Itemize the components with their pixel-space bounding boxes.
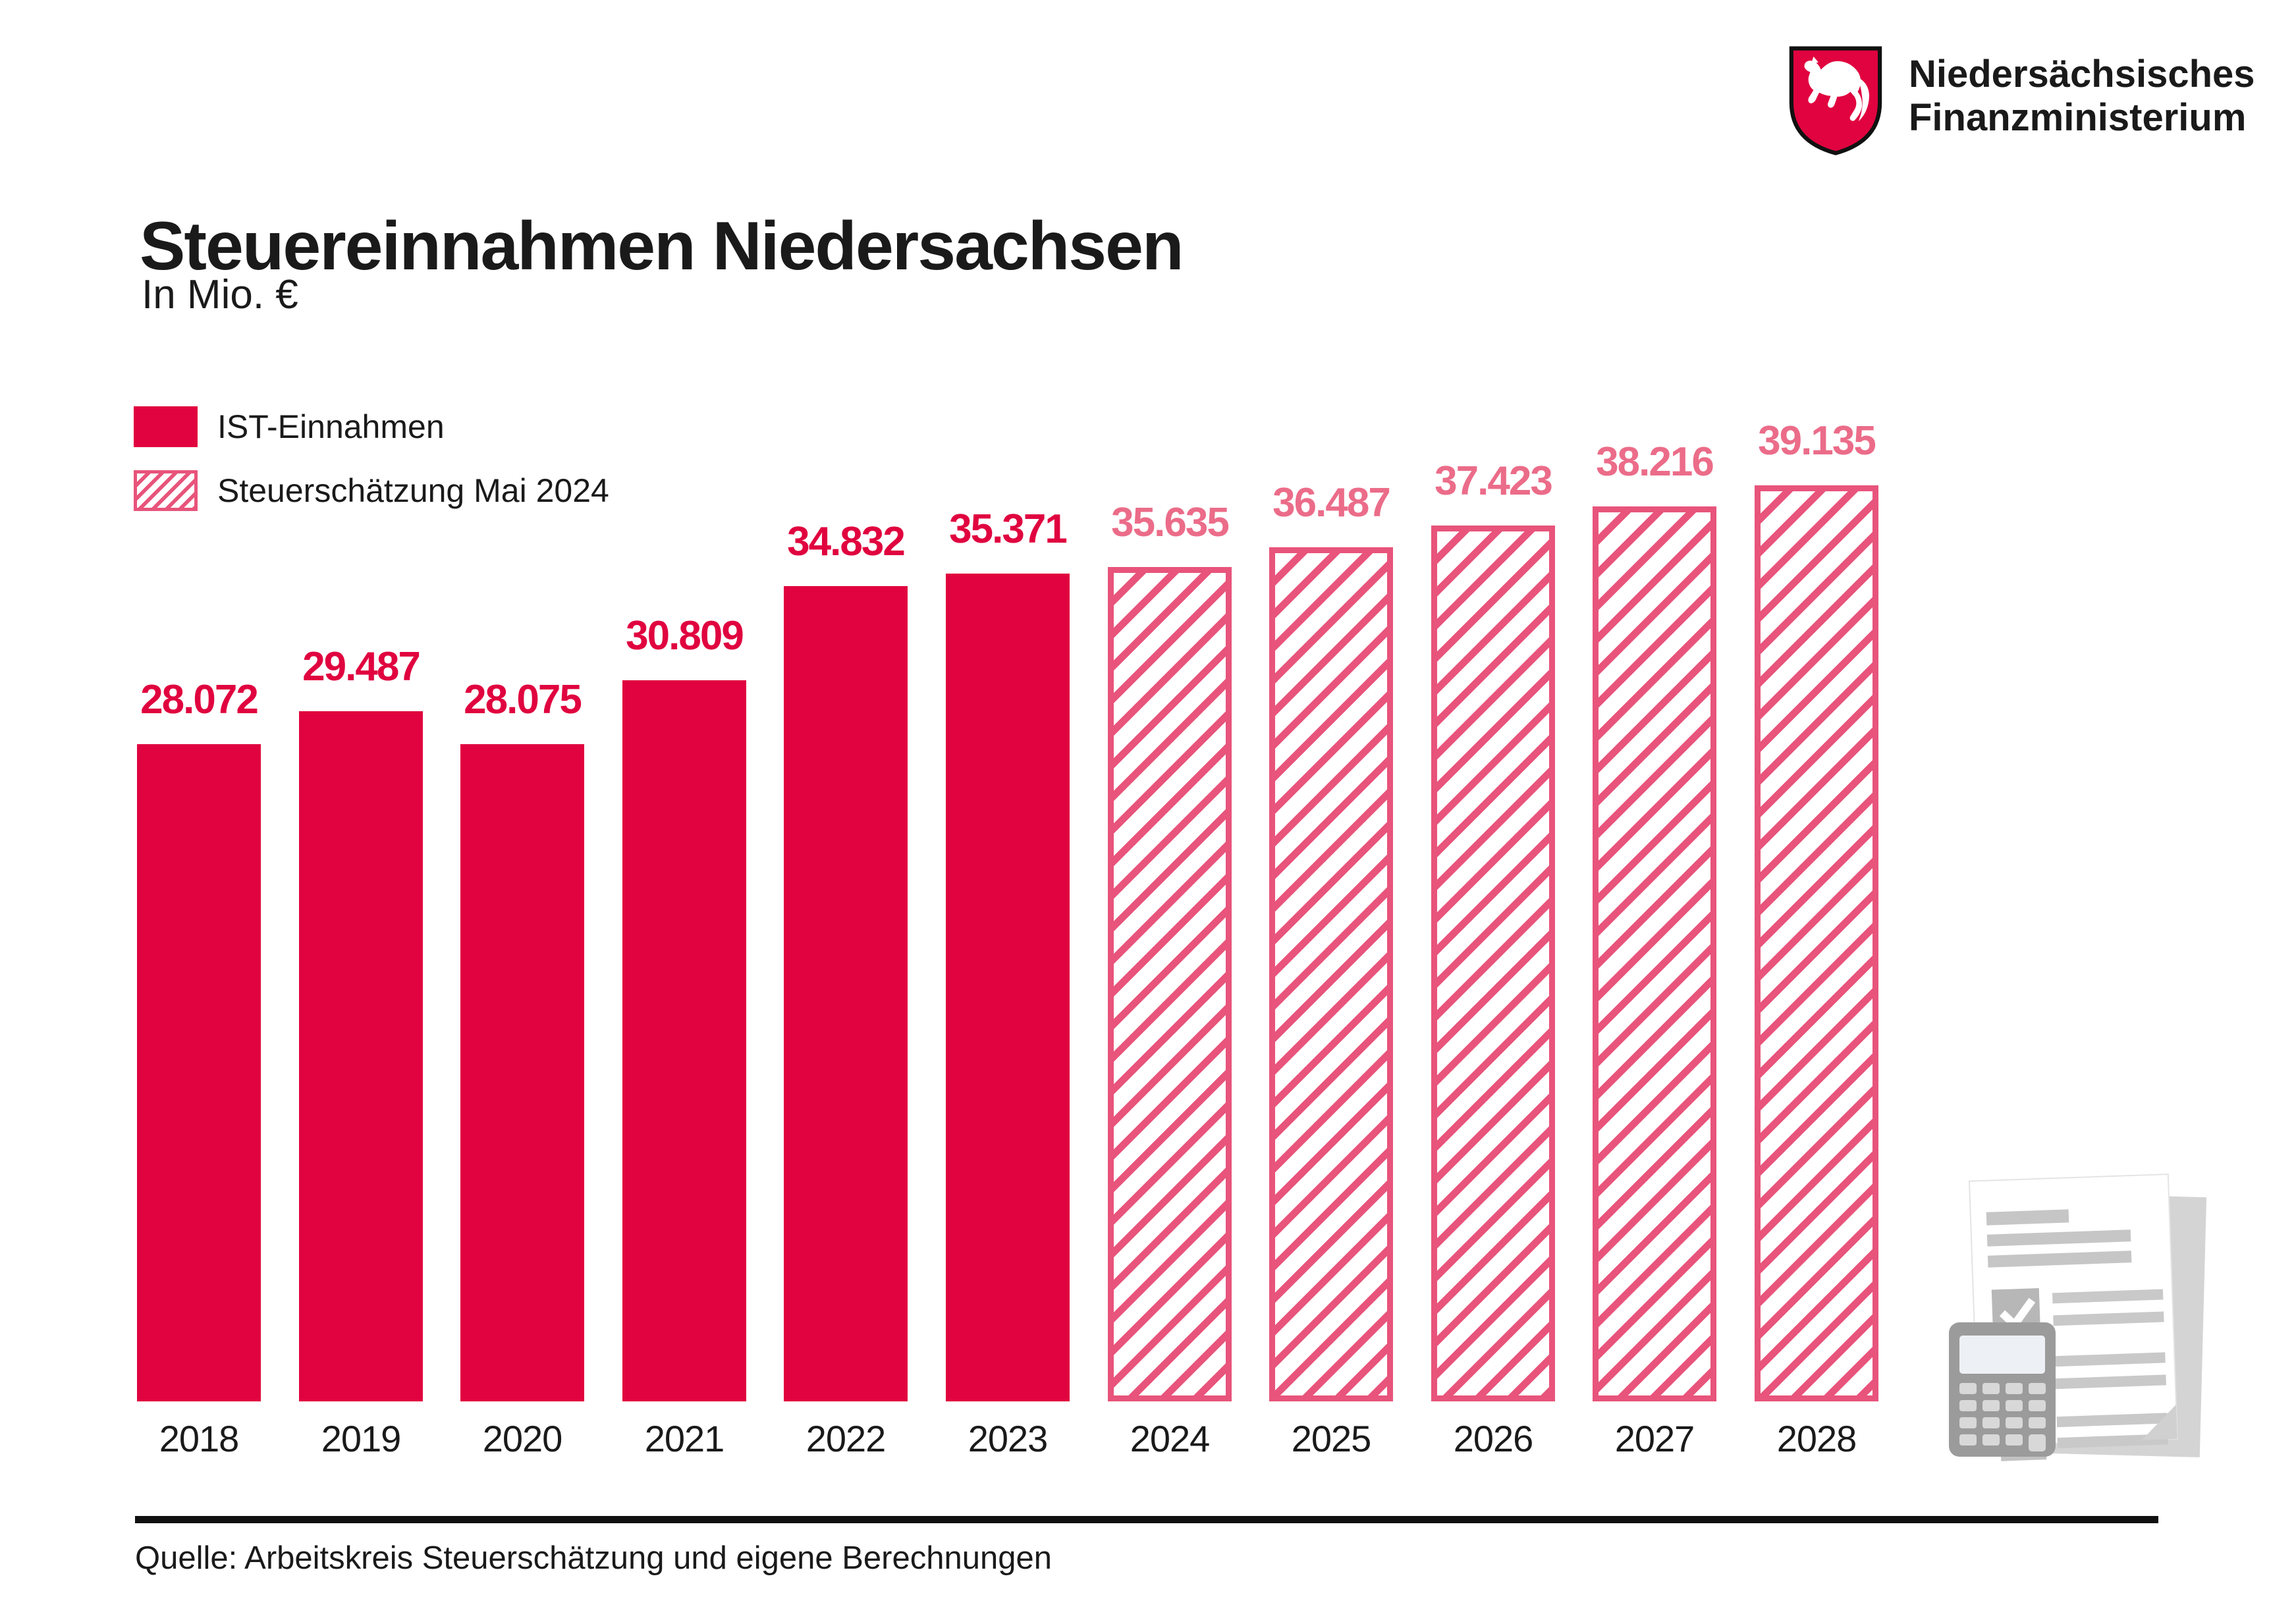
- footer-divider: [135, 1516, 2158, 1523]
- lower-saxony-coat-of-arms-icon: [1789, 46, 1882, 155]
- ministry-logo: Niedersächsisches Finanzministerium: [1786, 43, 2255, 158]
- page-subtitle: In Mio. €: [142, 272, 298, 317]
- value-label-2028: 39.135: [1758, 418, 1876, 464]
- bar-2026: [1431, 526, 1555, 1401]
- calculator-icon: [1949, 1322, 2056, 1457]
- value-label-2020: 28.075: [464, 677, 582, 722]
- year-label-2018: 2018: [159, 1418, 240, 1459]
- bar-2020: [460, 744, 584, 1401]
- bar-2025: [1269, 547, 1393, 1401]
- document-calculator-icon: [1949, 1174, 2207, 1461]
- value-label-2027: 38.216: [1596, 439, 1714, 485]
- value-label-2023: 35.371: [949, 506, 1068, 552]
- value-label-2021: 30.809: [626, 613, 744, 659]
- year-label-2022: 2022: [806, 1418, 887, 1459]
- legend-label-estimate: Steuerschätzung Mai 2024: [217, 472, 609, 509]
- year-label-2027: 2027: [1614, 1418, 1695, 1459]
- source-note: Quelle: Arbeitskreis Steuerschätzung und…: [135, 1540, 1052, 1576]
- value-label-2018: 28.072: [140, 677, 259, 722]
- ministry-name-line1: Niedersächsisches: [1909, 53, 2255, 95]
- legend-item-ist: IST-Einnahmen: [134, 406, 445, 447]
- year-label-2025: 2025: [1291, 1418, 1372, 1459]
- legend-label-ist: IST-Einnahmen: [217, 408, 445, 445]
- bar-2018: [137, 744, 261, 1401]
- bar-2023: [946, 574, 1070, 1401]
- value-label-2022: 34.832: [787, 519, 906, 564]
- year-label-2020: 2020: [482, 1418, 563, 1459]
- bar-2019: [299, 711, 423, 1401]
- legend-swatch-hatched: [134, 470, 198, 511]
- value-label-2019: 29.487: [302, 644, 421, 689]
- year-label-2026: 2026: [1453, 1418, 1534, 1459]
- value-label-2026: 37.423: [1435, 458, 1553, 504]
- bar-2024: [1108, 567, 1232, 1401]
- year-label-2024: 2024: [1130, 1418, 1211, 1459]
- year-label-2028: 2028: [1776, 1418, 1857, 1459]
- page-title: Steuereinnahmen Niedersachsen: [140, 207, 1184, 284]
- year-label-2019: 2019: [321, 1418, 402, 1459]
- bar-2022: [784, 586, 908, 1401]
- year-label-2021: 2021: [644, 1418, 725, 1459]
- legend-swatch-solid: [134, 406, 198, 447]
- value-label-2024: 35.635: [1111, 500, 1230, 545]
- bar-2021: [622, 680, 746, 1401]
- horse-icon: [1804, 56, 1869, 122]
- legend-item-estimate: Steuerschätzung Mai 2024: [134, 470, 609, 511]
- bar-2027: [1593, 506, 1716, 1401]
- value-label-2025: 36.487: [1272, 480, 1391, 526]
- year-label-2023: 2023: [968, 1418, 1049, 1459]
- ministry-name-line2: Finanzministerium: [1909, 96, 2247, 139]
- bar-2028: [1755, 485, 1878, 1401]
- ministry-name: Niedersächsisches Finanzministerium: [1909, 53, 2255, 140]
